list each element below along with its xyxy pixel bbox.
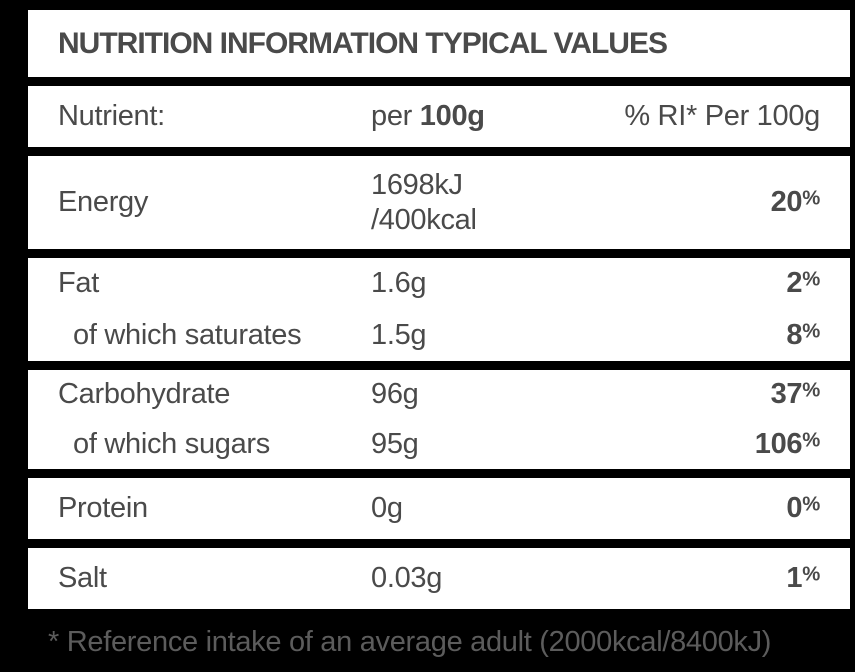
energy-row-group: Energy 1698kJ /400kcal 20% <box>28 156 850 249</box>
nutrient-value: 96g <box>371 378 419 411</box>
value-line-1: 1698kJ <box>371 168 463 201</box>
table-row: Protein 0g 0% <box>28 478 850 539</box>
nutrient-ri: 8% <box>786 318 820 351</box>
percent-sign: % <box>802 320 820 343</box>
nutrient-ri: 1% <box>786 562 820 594</box>
table-row: Fat 1.6g 2% <box>28 258 850 310</box>
percent-sign: % <box>802 429 820 452</box>
nutrition-label: NUTRITION INFORMATION TYPICAL VALUES Nut… <box>28 10 850 672</box>
carbohydrate-row-group: Carbohydrate 96g 37% of which sugars 95g… <box>28 370 850 469</box>
percent-sign: % <box>802 379 820 402</box>
nutrient-value: 1.5g <box>371 318 427 351</box>
percent-sign: % <box>802 187 820 210</box>
nutrient-value: 0g <box>371 492 403 525</box>
percent-sign: % <box>802 563 820 586</box>
table-row: of which saturates 1.5g 8% <box>28 310 850 362</box>
nutrient-ri: 0% <box>786 492 820 524</box>
nutrient-ri: 106% <box>754 427 821 460</box>
fat-row-group: Fat 1.6g 2% of which saturates 1.5g 8% <box>28 258 850 361</box>
value-line-2: /400kcal <box>371 203 477 236</box>
nutrient-label: Salt <box>58 562 107 594</box>
nutrient-sublabel: of which saturates <box>73 318 302 351</box>
nutrient-value: 0.03g <box>371 562 443 595</box>
table-row: Salt 0.03g 1% <box>28 548 850 609</box>
percent-sign: % <box>802 493 820 516</box>
nutrient-label: Carbohydrate <box>58 378 231 411</box>
nutrient-ri: 2% <box>786 267 820 300</box>
table-row: Carbohydrate 96g 37% <box>28 370 850 420</box>
table-row: Energy 1698kJ /400kcal 20% <box>28 156 850 249</box>
title-row: NUTRITION INFORMATION TYPICAL VALUES <box>28 10 850 77</box>
ri-column-header: % RI* Per 100g <box>624 100 820 132</box>
nutrient-value: 1698kJ /400kcal <box>371 168 771 238</box>
nutrient-label: Energy <box>58 186 149 218</box>
percent-sign: % <box>802 268 820 291</box>
nutrient-value: 1.6g <box>371 267 427 300</box>
per-bold-text: 100g <box>419 100 485 133</box>
page-title: NUTRITION INFORMATION TYPICAL VALUES <box>58 26 668 60</box>
reference-intake-footnote: * Reference intake of an average adult (… <box>48 625 772 658</box>
nutrient-ri: 37% <box>770 378 821 411</box>
salt-row-group: Salt 0.03g 1% <box>28 548 850 609</box>
footnote-area: * Reference intake of an average adult (… <box>28 618 850 672</box>
protein-row-group: Protein 0g 0% <box>28 478 850 539</box>
per-prefix-text: per <box>371 100 420 133</box>
nutrient-value: 95g <box>371 427 419 460</box>
per-100g-column-header: per 100g <box>371 99 624 134</box>
table-row: of which sugars 95g 106% <box>28 420 850 470</box>
column-header-row: Nutrient: per 100g % RI* Per 100g <box>28 86 850 147</box>
nutrient-label: Fat <box>58 267 99 300</box>
nutrient-label: Protein <box>58 492 148 524</box>
nutrient-column-header: Nutrient: <box>58 100 165 132</box>
nutrient-ri: 20% <box>770 186 821 218</box>
nutrient-sublabel: of which sugars <box>73 427 270 460</box>
